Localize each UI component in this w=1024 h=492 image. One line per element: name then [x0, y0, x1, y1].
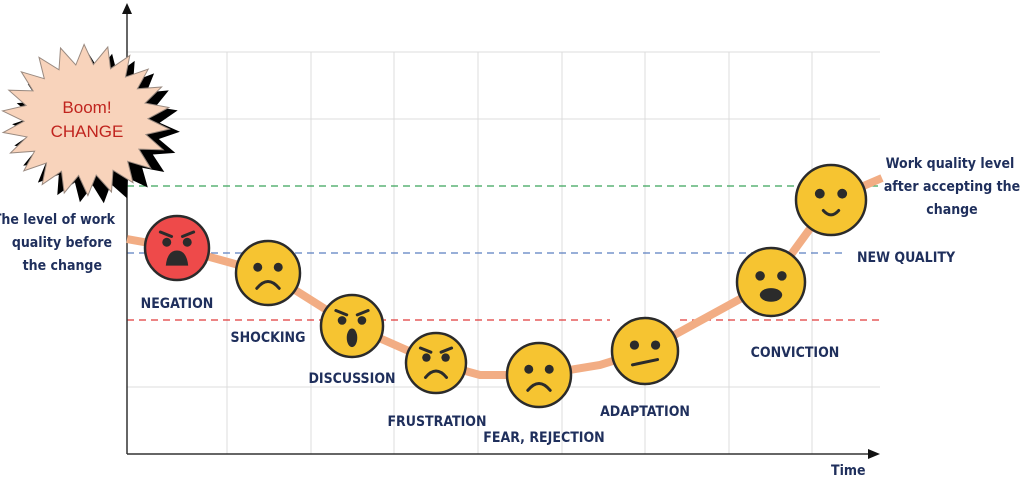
- face-angry-frown-icon: [404, 331, 468, 395]
- face-sad-icon: [505, 341, 573, 409]
- face-sad-icon: [234, 239, 302, 307]
- burst-text-boom: Boom!: [62, 98, 111, 117]
- burst-text-change: CHANGE: [51, 122, 124, 141]
- stage-label-negation: NEGATION: [141, 296, 214, 312]
- stage-label-discussion: DISCUSSION: [308, 371, 395, 387]
- boom-change-burst: Boom! CHANGE: [1, 43, 180, 204]
- faces: [143, 163, 868, 409]
- face-shocked-angry-icon: [319, 293, 385, 359]
- right-note-line-1: Work quality level: [886, 156, 1015, 172]
- stage-label-shocking: SHOCKING: [231, 330, 306, 346]
- left-note-line-1: The level of work: [0, 212, 116, 228]
- left-note-line-3: the change: [23, 258, 102, 274]
- burst-shape: [1, 43, 171, 197]
- right-note-line-3: change: [926, 202, 977, 218]
- x-axis-arrow-icon: [868, 449, 880, 459]
- left-note-line-2: quality before: [12, 235, 112, 251]
- right-note-line-2: after accepting the: [884, 179, 1020, 195]
- y-axis-arrow-icon: [122, 3, 132, 14]
- new-quality-label: NEW QUALITY: [857, 250, 956, 266]
- face-surprised-icon: [735, 246, 807, 318]
- face-angry-red-icon: [143, 214, 211, 282]
- stage-label-frustration: FRUSTRATION: [387, 414, 486, 430]
- stage-label-conviction: CONVICTION: [751, 345, 840, 361]
- face-smile-icon: [794, 163, 868, 237]
- face-neutral-icon: [610, 316, 680, 386]
- stage-label-fear-rejection: FEAR, REJECTION: [483, 430, 604, 446]
- x-axis-label-time: Time: [831, 463, 866, 479]
- stage-label-adaptation: ADAPTATION: [600, 404, 690, 420]
